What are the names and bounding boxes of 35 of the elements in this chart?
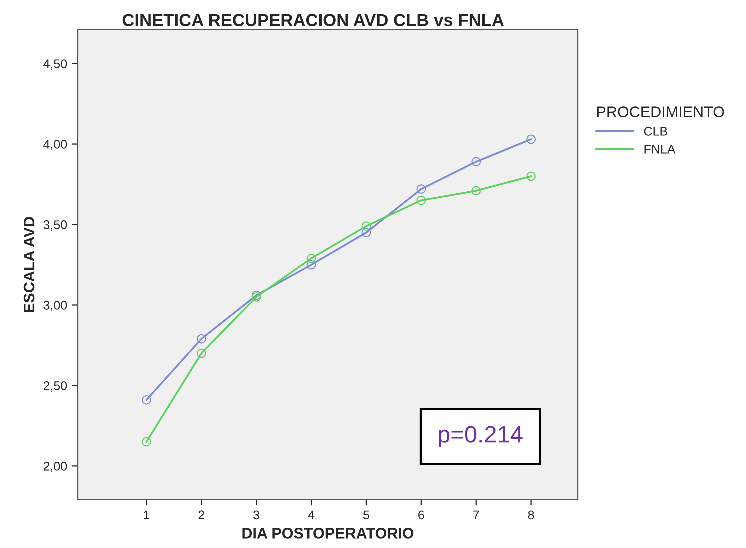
y-tick-label: 3,50 xyxy=(44,220,68,231)
point xyxy=(526,134,536,144)
point xyxy=(306,254,316,264)
y-axis-title: ESCALA AVD xyxy=(24,217,35,312)
x-tick-label: 1 xyxy=(144,510,150,520)
point xyxy=(472,186,482,196)
x-tick-label: 6 xyxy=(418,510,424,520)
point xyxy=(362,228,372,238)
y-tick-label: 4,00 xyxy=(44,140,68,150)
x-tick-label: 5 xyxy=(363,510,370,520)
x-tick-label: 2 xyxy=(198,510,204,520)
point xyxy=(196,348,206,358)
legend-title: PROCEDIMIENTO xyxy=(598,106,724,118)
annotation: p=0.214 xyxy=(439,426,523,448)
legend-label: CLB xyxy=(644,127,668,136)
point xyxy=(362,222,372,232)
chart-title: CINETICA RECUPERACION AVD CLB vs FNLA xyxy=(122,14,504,26)
point xyxy=(196,334,206,344)
x-tick-label: 3 xyxy=(254,510,260,520)
legend-label: FNLA xyxy=(644,145,676,154)
point xyxy=(306,260,316,270)
point xyxy=(416,184,426,194)
point xyxy=(526,172,536,182)
point xyxy=(472,157,482,167)
point xyxy=(142,396,152,405)
x-axis-title: DIA POSTOPERATORIO xyxy=(242,528,414,539)
y-tick-label: 2,50 xyxy=(44,382,68,392)
y-tick-label: 3,00 xyxy=(44,301,68,312)
point xyxy=(416,196,426,206)
x-tick-label: 7 xyxy=(474,510,480,520)
x-tick-label: 8 xyxy=(528,510,534,520)
y-tick-label: 2,00 xyxy=(44,462,68,472)
y-tick-label: 4,50 xyxy=(44,60,68,70)
x-tick-label: 4 xyxy=(308,510,315,520)
point xyxy=(142,437,152,447)
